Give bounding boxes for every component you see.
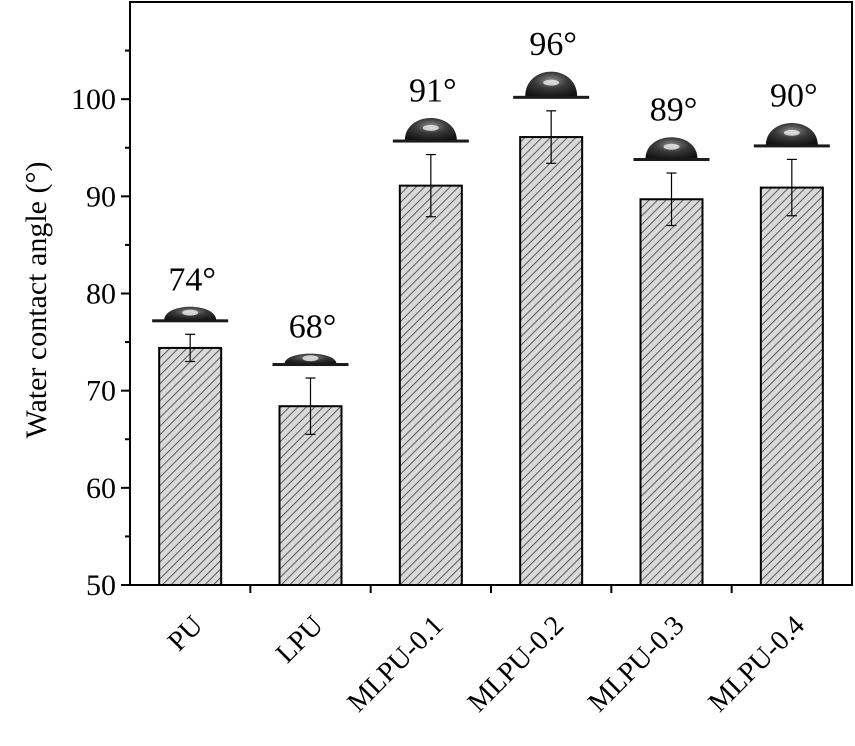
angle-label: 68° — [289, 308, 337, 345]
water-droplet-icon — [392, 118, 469, 143]
droplet-highlight — [302, 355, 319, 362]
droplet-substrate — [633, 158, 710, 162]
droplet-substrate — [753, 144, 830, 148]
x-tick-label: MLPU-0.2 — [462, 610, 570, 718]
droplet-highlight — [182, 309, 199, 316]
droplet-highlight — [783, 129, 800, 136]
x-tick-label: MLPU-0.3 — [582, 610, 690, 718]
x-tick-label: PU — [162, 610, 209, 657]
x-tick-label: MLPU-0.4 — [703, 610, 811, 718]
bar — [398, 184, 463, 587]
x-tick-label: LPU — [270, 610, 329, 669]
angle-label: 96° — [529, 26, 577, 63]
droplet-highlight — [543, 79, 560, 86]
y-tick-label: 70 — [86, 375, 116, 408]
plot-frame — [129, 1, 853, 586]
bar — [759, 186, 824, 586]
y-tick-label: 50 — [86, 569, 116, 602]
water-droplet-icon — [152, 306, 229, 323]
bar — [278, 405, 343, 587]
angle-label: 90° — [770, 77, 818, 114]
y-axis-title: Water contact angle (°) — [20, 162, 53, 439]
error-bars — [185, 110, 797, 435]
y-tick-label: 60 — [86, 472, 116, 505]
plot-area — [129, 1, 853, 586]
y-tick-label: 100 — [71, 83, 116, 116]
angle-label: 89° — [650, 92, 698, 129]
angle-annotations: 74° 68° 91° 96° 89° 90° — [168, 26, 817, 345]
droplet-highlight — [663, 143, 680, 150]
y-tick-label: 90 — [86, 180, 116, 213]
droplet-substrate — [152, 319, 229, 323]
bar — [158, 346, 223, 586]
droplet-substrate — [272, 363, 349, 367]
water-droplet-icon — [272, 353, 349, 367]
y-tick-label: 80 — [86, 278, 116, 311]
bar — [519, 136, 584, 586]
x-tick-label: MLPU-0.1 — [342, 610, 450, 718]
water-droplet-icon — [753, 122, 830, 148]
water-droplet-icon — [513, 71, 590, 99]
x-axis: PU LPU MLPU-0.1 MLPU-0.2 MLPU-0.3 MLPU-0.4 — [162, 585, 811, 718]
y-axis: 50 60 70 80 90 100 — [71, 49, 130, 602]
droplet-substrate — [513, 95, 590, 99]
angle-label: 91° — [409, 72, 457, 109]
bar — [639, 198, 704, 587]
droplet-substrate — [392, 139, 469, 143]
angle-label: 74° — [168, 261, 216, 298]
bars — [158, 136, 824, 587]
water-droplet-icon — [633, 137, 710, 162]
droplets — [152, 71, 830, 367]
droplet-highlight — [422, 124, 439, 131]
